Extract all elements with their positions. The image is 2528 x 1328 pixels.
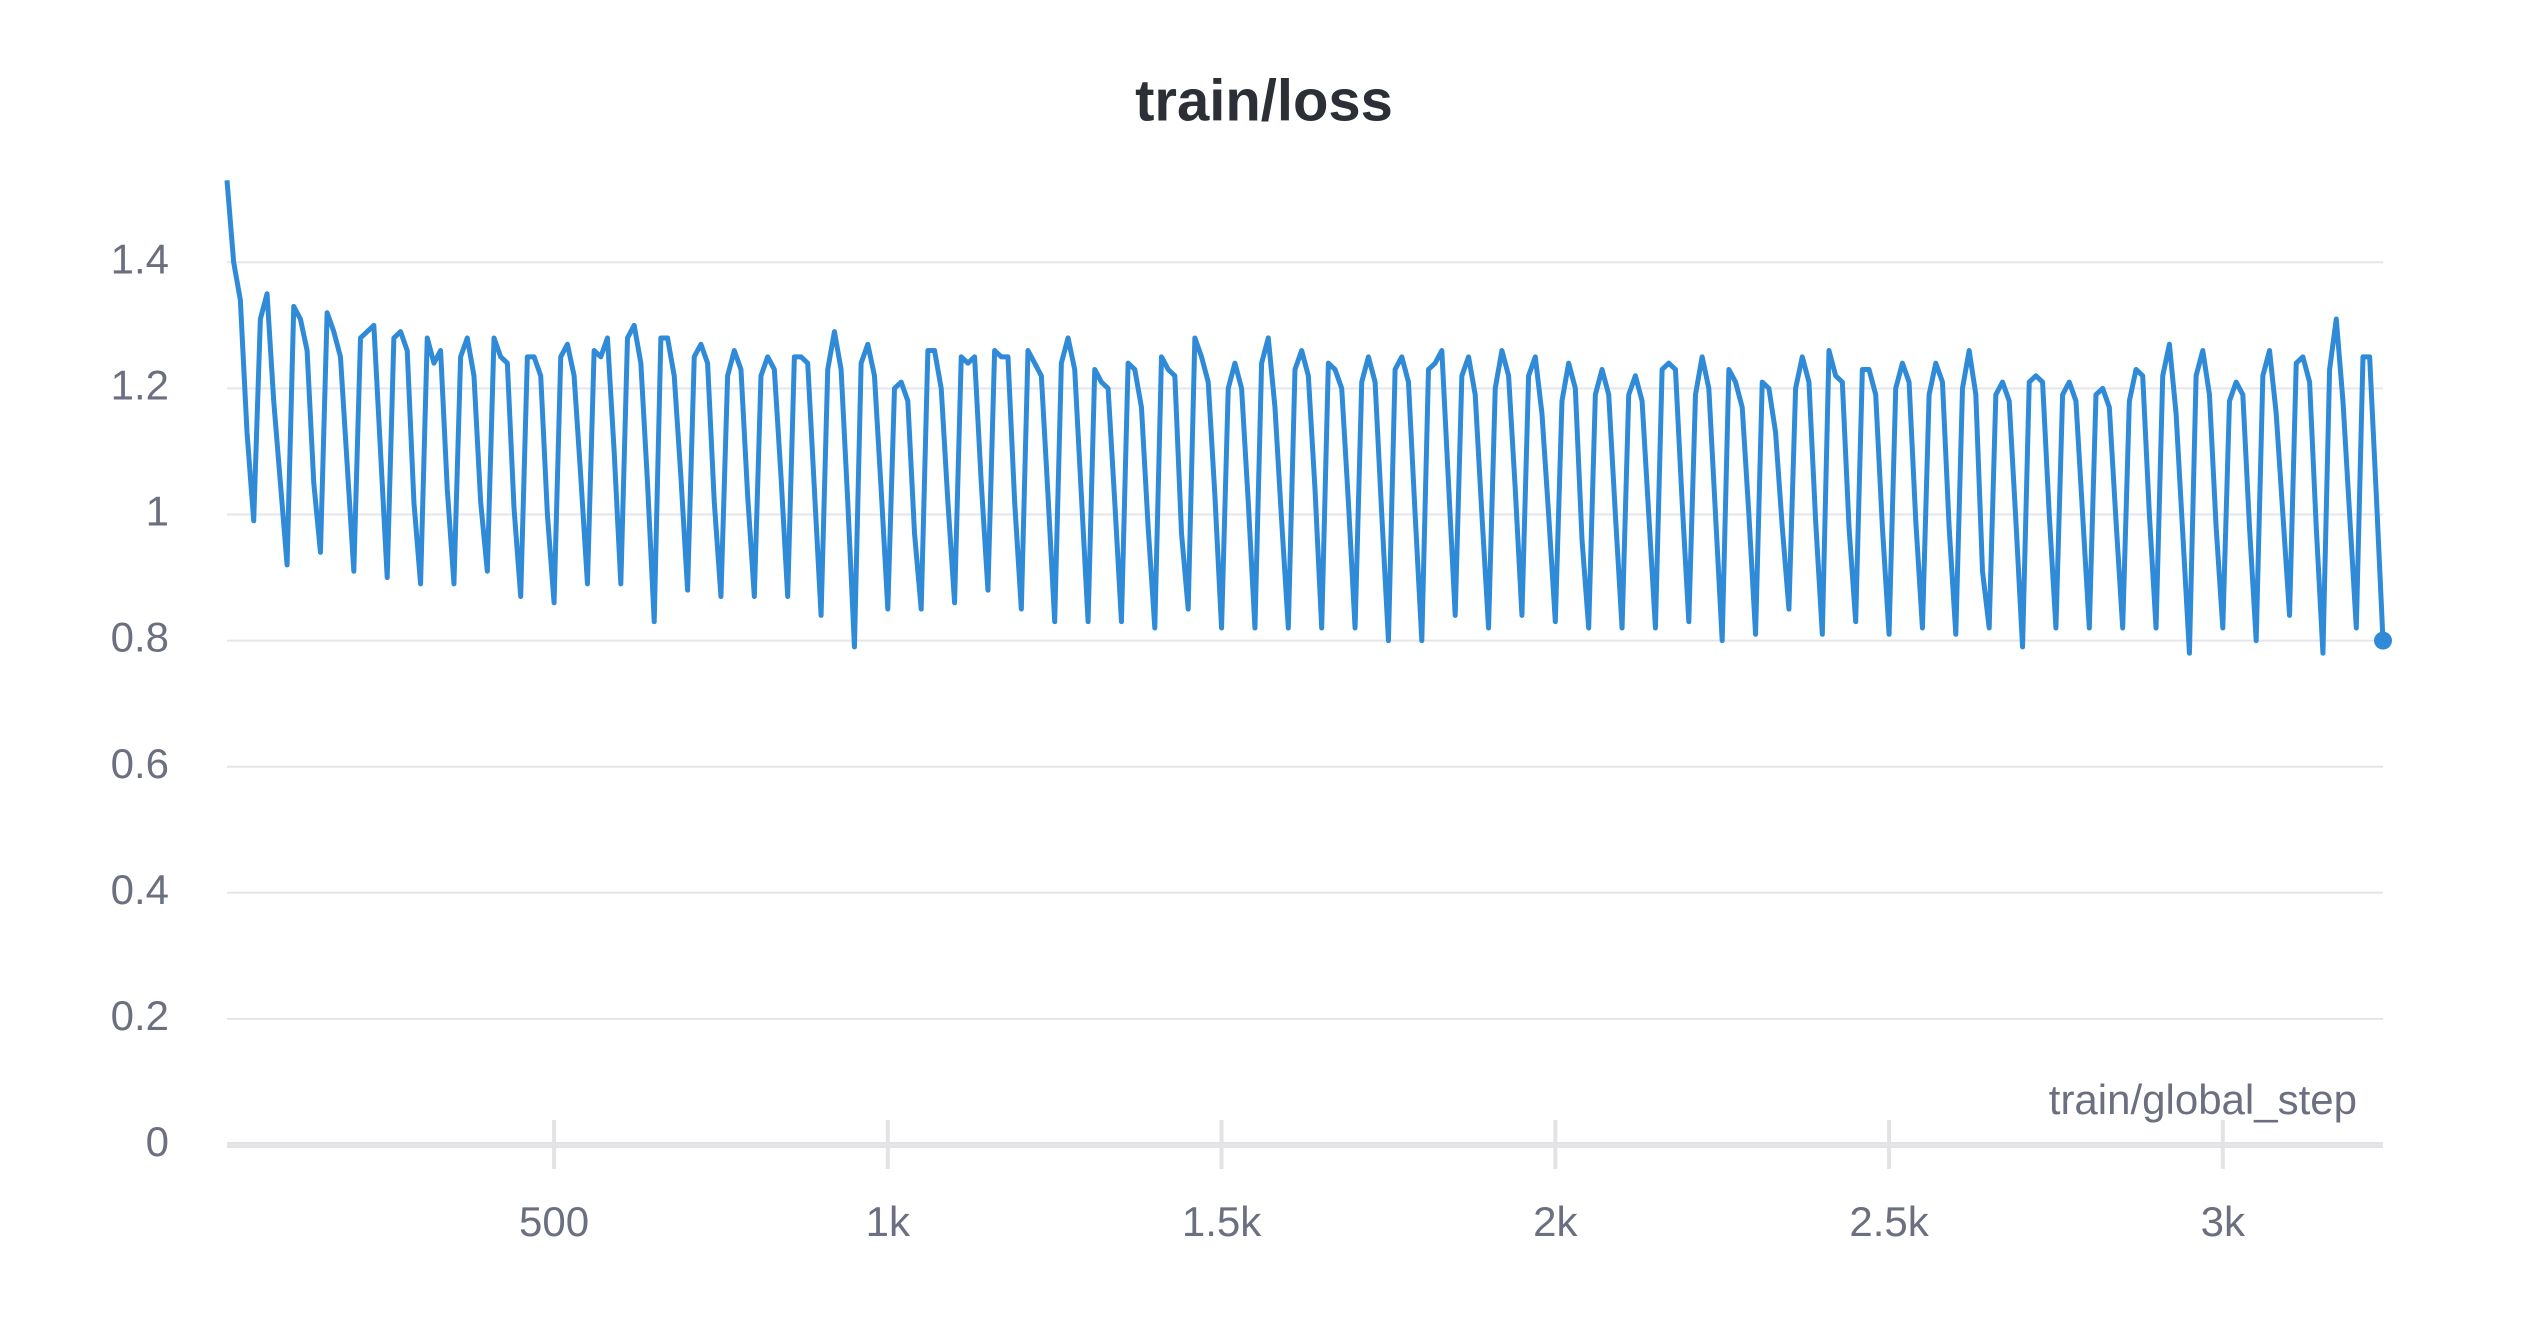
y-tick-label: 1.2 <box>111 361 169 408</box>
y-tick-label: 0.6 <box>111 740 169 787</box>
y-tick-label: 0.4 <box>111 866 169 913</box>
y-tick-label: 1 <box>146 488 169 535</box>
end-marker <box>2374 631 2392 650</box>
x-tick-label: 500 <box>519 1198 589 1245</box>
x-tick-label: 1k <box>866 1198 911 1245</box>
x-tick-label: 3k <box>2201 1198 2246 1245</box>
x-tick-label: 2k <box>1533 1198 1578 1245</box>
y-tick-label: 0.2 <box>111 992 169 1039</box>
x-axis-label: train/global_step <box>2049 1076 2357 1123</box>
y-tick-label: 0.8 <box>111 614 169 661</box>
x-tick-label: 2.5k <box>1849 1198 1929 1245</box>
x-tick-label: 1.5k <box>1182 1198 1262 1245</box>
y-tick-label: 0 <box>146 1118 169 1165</box>
data-line <box>224 180 2386 656</box>
y-tick-label: 1.4 <box>111 235 169 282</box>
chart-title: train/loss <box>1135 68 1393 133</box>
